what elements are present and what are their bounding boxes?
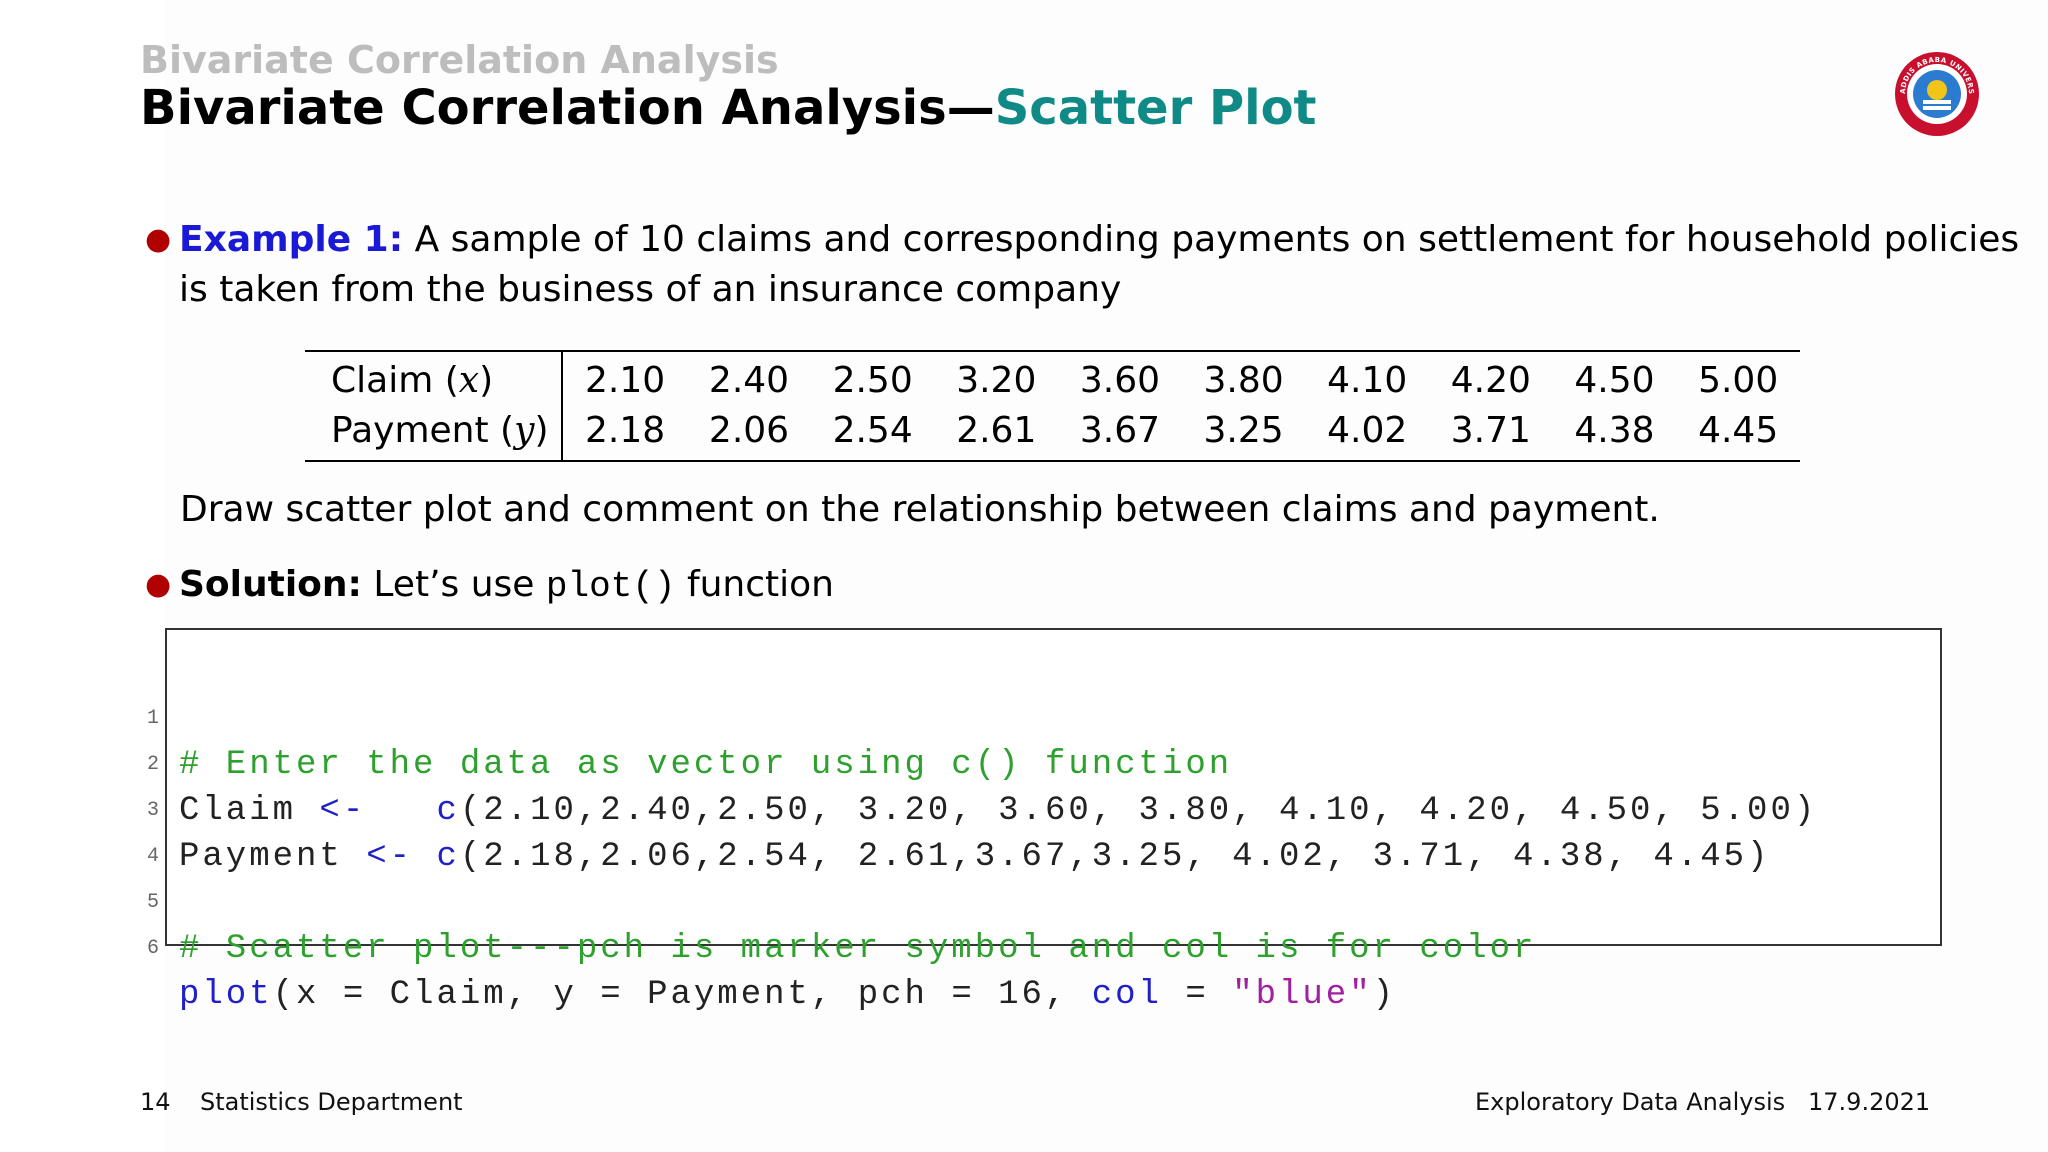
table-cell: 4.20 — [1450, 360, 1531, 401]
example-text-line2: is taken from the business of an insuran… — [179, 269, 1122, 310]
footer-course: Exploratory Data Analysis — [1475, 1088, 1786, 1116]
solution-label: Solution: — [179, 564, 362, 605]
slide-background — [165, 0, 2048, 1152]
solution-text-after: function — [675, 564, 835, 605]
table-cell: 5.00 — [1698, 360, 1779, 401]
example-bullet: ● Example 1: A sample of 10 claims and c… — [145, 215, 2019, 315]
footer-page-number: 14 — [140, 1088, 171, 1116]
table-row: Payment (y) 2.18 2.06 2.54 2.61 3.67 3.25 4.02 3… — [305, 406, 1800, 461]
table-cell: 3.60 — [1079, 360, 1160, 401]
table-row: Claim (x) 2.10 2.40 2.50 3.20 3.60 3.80 4.10 4.2… — [305, 351, 1800, 406]
solution-bullet: ● Solution: Let’s use plot() function — [145, 560, 1445, 616]
code-listing: 1 # Enter the data as vector using c() f… — [147, 628, 1942, 1014]
code-comment: # Scatter plot---pch is marker symbol an… — [179, 930, 1537, 968]
table-cell: 2.61 — [956, 410, 1037, 451]
code-text: plot(x = Claim, y = Payment, pch = 16, c… — [179, 976, 1397, 1014]
code-text: Payment <- c(2.18,2.06,2.54, 2.61,3.67,3… — [179, 838, 1771, 876]
inline-code: plot() — [545, 566, 676, 607]
bullet-dot-icon: ● — [145, 567, 172, 602]
frame-title: Bivariate Correlation Analysis—Scatter P… — [140, 80, 1317, 136]
line-number: 3 — [146, 799, 159, 822]
table-cell: 4.50 — [1574, 360, 1655, 401]
table-cell: 3.80 — [1203, 360, 1284, 401]
bullet-dot-icon: ● — [145, 222, 172, 257]
table-cell: 4.02 — [1327, 410, 1408, 451]
example-text: Example 1: A sample of 10 claims and cor… — [179, 215, 2019, 315]
table-cell: 2.06 — [708, 410, 790, 451]
code-line: 5 # Scatter plot---pch is marker symbol … — [147, 834, 1533, 968]
table-cell: 2.18 — [585, 410, 666, 451]
frame-title-accent: Scatter Plot — [994, 80, 1317, 136]
example-label: Example 1: — [179, 219, 404, 260]
data-table: Claim (x) 2.10 2.40 2.50 3.20 3.60 3.80 4.10 4.2… — [305, 350, 1800, 462]
line-number: 4 — [146, 845, 159, 868]
row-header: Claim (x) — [305, 351, 563, 406]
line-number: 6 — [146, 937, 159, 960]
university-seal-icon: ADDIS ABABA UNIVERSITY — [1893, 50, 1979, 136]
row-header: Payment (y) — [305, 406, 563, 461]
code-line: 6 plot(x = Claim, y = Payment, pch = 16,… — [147, 880, 1393, 1014]
table-cell: 3.25 — [1203, 410, 1284, 451]
table-cell: 4.10 — [1327, 360, 1408, 401]
line-number: 1 — [146, 707, 159, 730]
frame-title-main: Bivariate Correlation Analysis— — [140, 80, 995, 136]
footer-date: 17.9.2021 — [1808, 1088, 1931, 1116]
table-cell: 3.20 — [956, 360, 1037, 401]
footer-department: Statistics Department — [200, 1088, 463, 1116]
solution-text: Solution: Let’s use plot() function — [179, 560, 834, 612]
table-cell: 4.45 — [1698, 410, 1779, 451]
instruction-text: Draw scatter plot and comment on the rel… — [180, 489, 1660, 530]
code-comment: # Enter the data as vector using c() fun… — [179, 746, 1233, 784]
table-cell: 2.50 — [832, 360, 913, 401]
code-line: 2 Claim <- c(2.10,2.40,2.50, 3.20, 3.60,… — [147, 696, 1814, 830]
solution-text-before: Let’s use — [361, 564, 546, 605]
table-cell: 4.38 — [1574, 410, 1655, 451]
line-number: 5 — [146, 891, 159, 914]
table-cell: 3.71 — [1450, 410, 1531, 451]
code-line: 3 Payment <- c(2.18,2.06,2.54, 2.61,3.67… — [147, 742, 1767, 876]
table-cell: 2.54 — [832, 410, 913, 451]
line-number: 2 — [146, 753, 159, 776]
table-cell: 3.67 — [1079, 410, 1160, 451]
code-line: 4 — [147, 788, 289, 868]
code-text: Claim <- c(2.10,2.40,2.50, 3.20, 3.60, 3… — [179, 792, 1818, 830]
section-title: Bivariate Correlation Analysis — [140, 38, 779, 82]
table-cell: 2.40 — [708, 360, 790, 401]
table-cell: 2.10 — [585, 360, 666, 401]
code-line: 1 # Enter the data as vector using c() f… — [147, 650, 1229, 784]
example-text-line1: A sample of 10 claims and corresponding … — [403, 219, 2020, 260]
